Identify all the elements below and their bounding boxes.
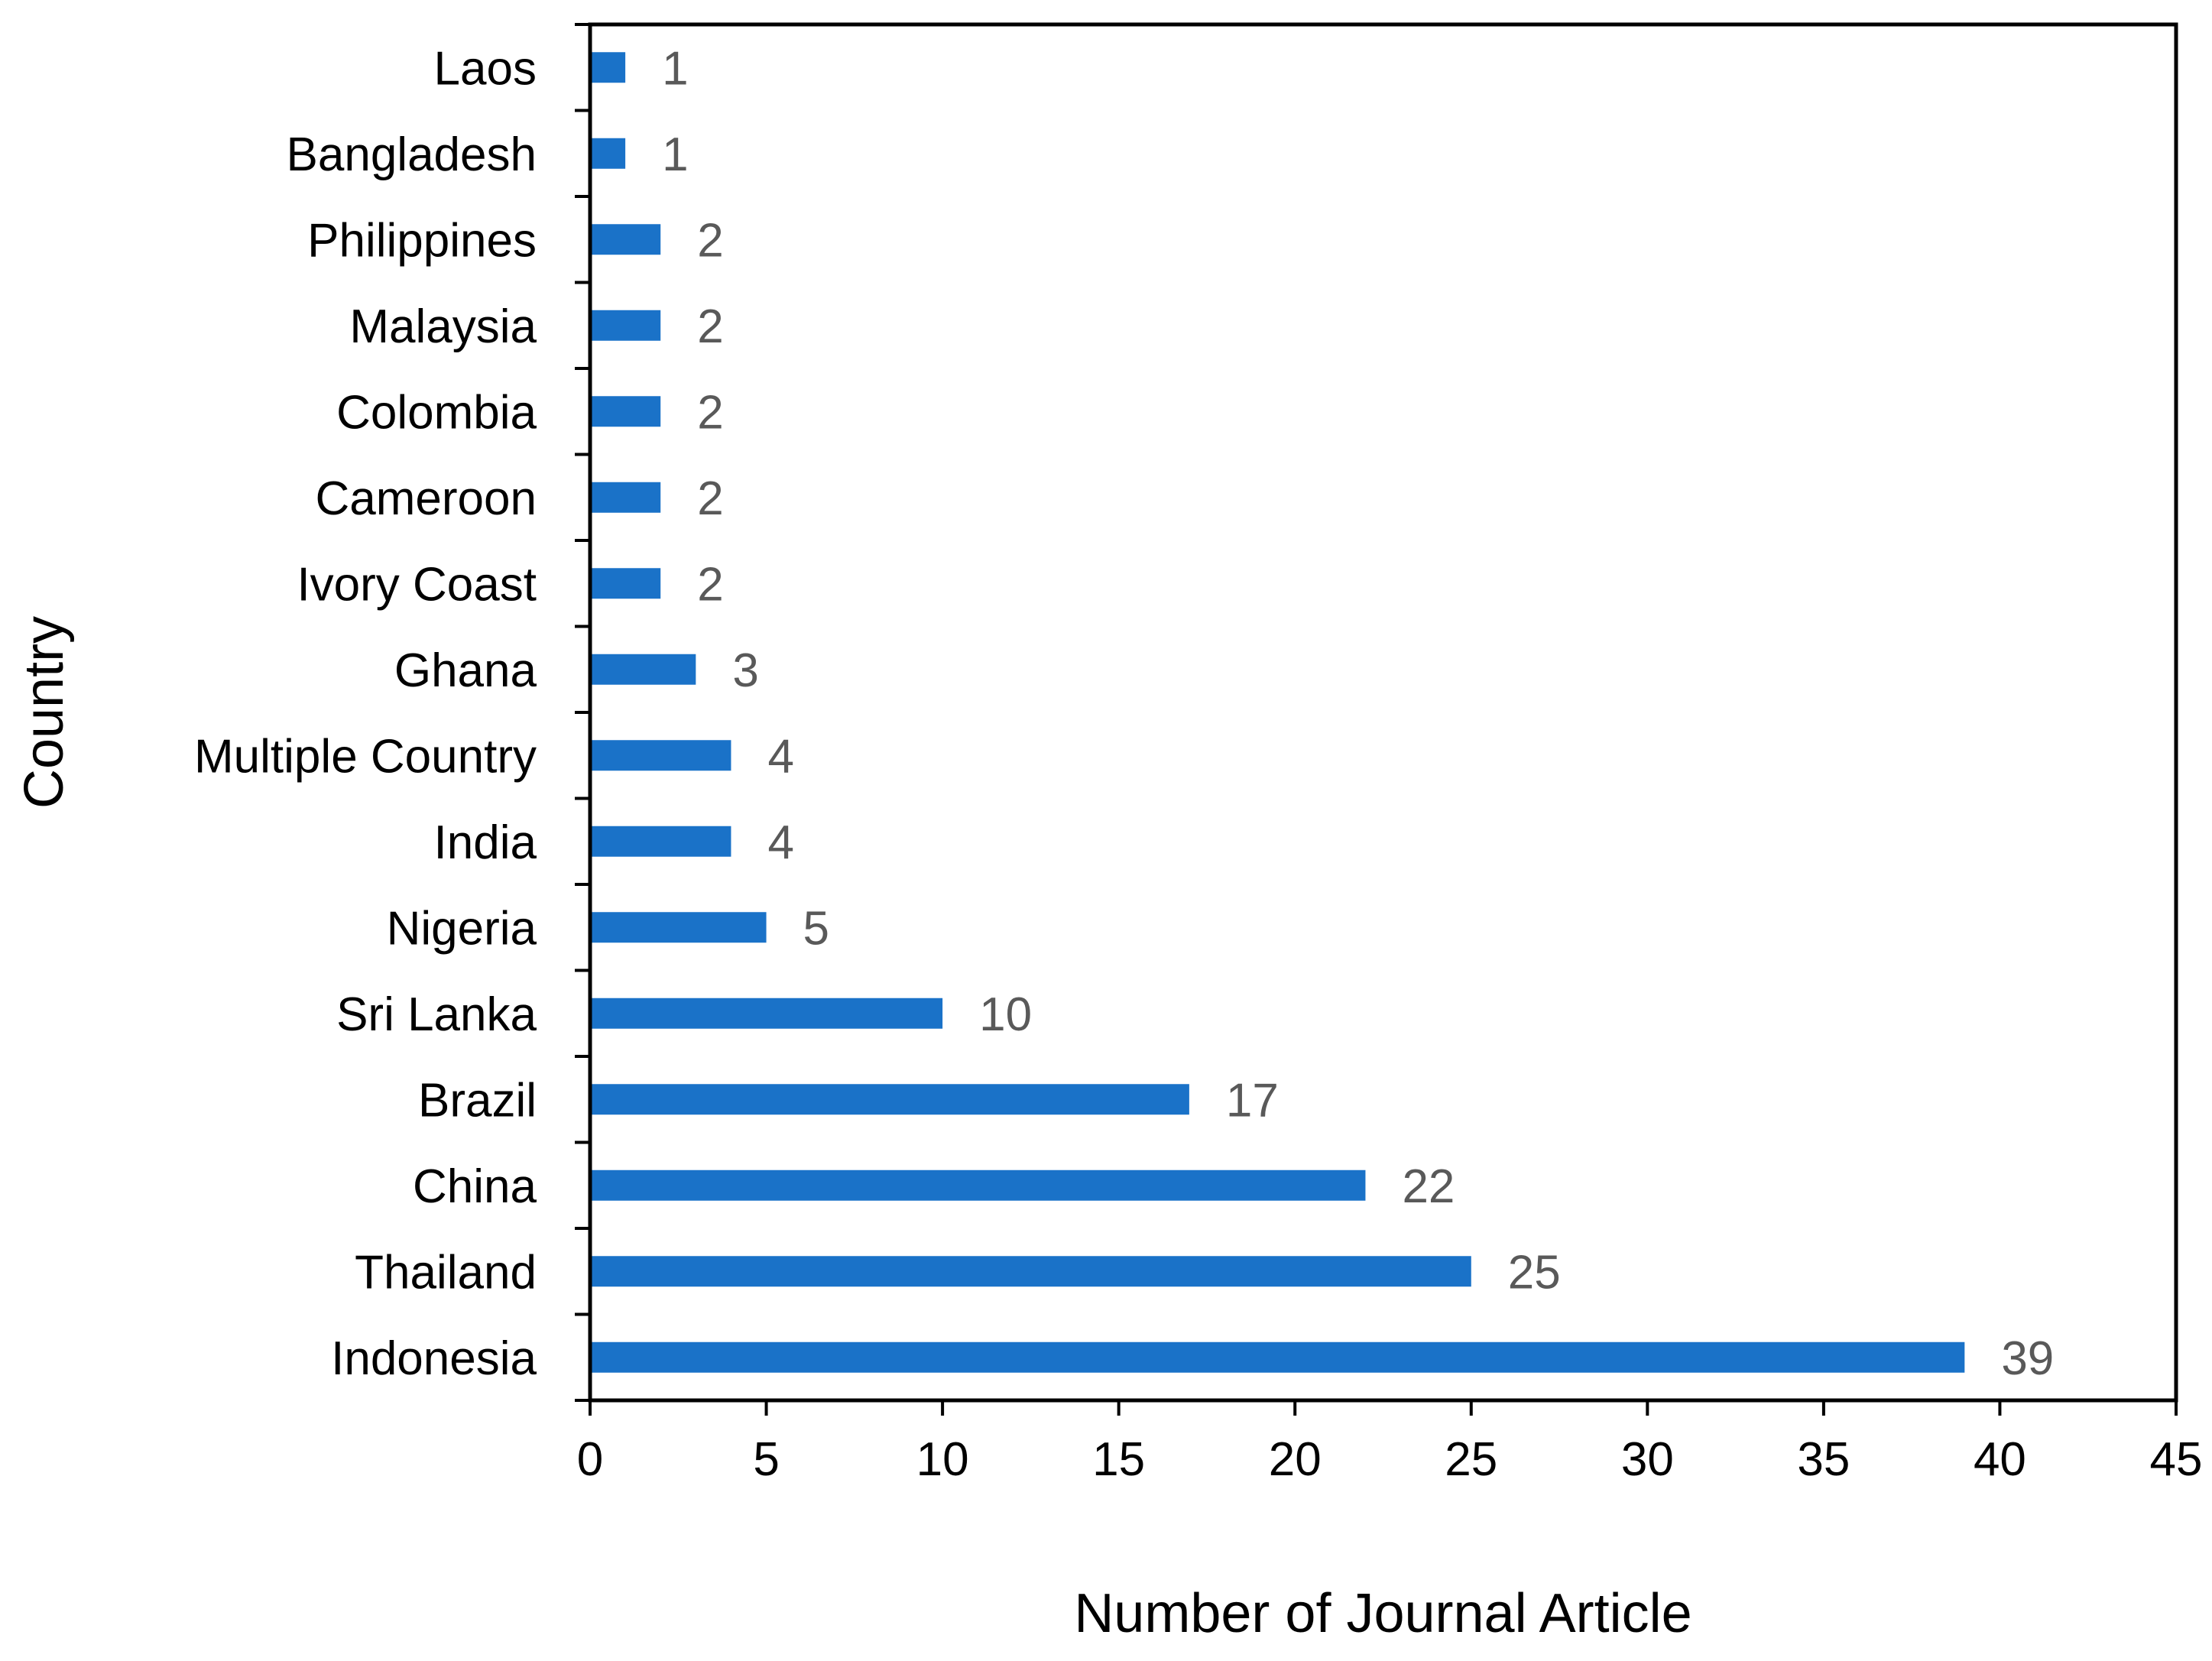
data-label: 5 xyxy=(803,902,829,955)
x-tick-label: 45 xyxy=(2150,1433,2203,1486)
category-label: China xyxy=(413,1160,537,1213)
category-label: Brazil xyxy=(418,1074,537,1127)
x-tick-label: 0 xyxy=(577,1433,603,1486)
bar xyxy=(590,482,661,513)
data-label: 39 xyxy=(2001,1332,2054,1385)
category-label: Laos xyxy=(434,42,537,95)
x-tick-label: 40 xyxy=(1974,1433,2026,1486)
category-label: Philippines xyxy=(307,214,537,267)
bar xyxy=(590,826,731,857)
x-tick-label: 35 xyxy=(1797,1433,1850,1486)
plot-area-frame xyxy=(588,22,2178,1403)
category-label: Malaysia xyxy=(349,300,537,353)
bar xyxy=(590,52,626,83)
x-tick-label: 5 xyxy=(753,1433,779,1486)
category-label: India xyxy=(434,816,537,869)
data-label: 22 xyxy=(1402,1160,1455,1213)
x-tick-label: 15 xyxy=(1092,1433,1145,1486)
data-label: 10 xyxy=(979,988,1032,1041)
data-label: 25 xyxy=(1508,1246,1561,1299)
category-label: Indonesia xyxy=(331,1332,537,1385)
bar xyxy=(590,1256,1471,1287)
bar xyxy=(590,224,661,255)
bar xyxy=(590,998,943,1029)
bars-group xyxy=(590,52,1965,1373)
data-label: 2 xyxy=(697,214,723,267)
bar xyxy=(590,654,696,685)
x-axis-ticks-group: 0 5 10 15 20 25 30 35 40 45 xyxy=(575,23,2203,1486)
bar xyxy=(590,912,767,943)
x-tick-label: 20 xyxy=(1269,1433,1322,1486)
bar xyxy=(590,740,731,771)
bar xyxy=(590,1170,1366,1201)
data-label: 1 xyxy=(662,128,688,181)
data-label: 4 xyxy=(767,730,793,783)
category-label: Ivory Coast xyxy=(297,558,537,611)
bar xyxy=(590,138,626,169)
category-label: Nigeria xyxy=(387,902,537,955)
category-label: Bangladesh xyxy=(287,128,537,181)
bar xyxy=(590,568,661,599)
category-label: Multiple Country xyxy=(194,730,537,783)
data-label: 4 xyxy=(767,816,793,869)
category-label: Sri Lanka xyxy=(336,988,537,1041)
data-label: 2 xyxy=(697,300,723,353)
data-label: 2 xyxy=(697,386,723,439)
x-tick-label: 25 xyxy=(1445,1433,1497,1486)
bar xyxy=(590,1341,1965,1373)
x-tick-label: 10 xyxy=(916,1433,969,1486)
data-label: 3 xyxy=(732,644,758,697)
category-label: Ghana xyxy=(394,644,537,697)
category-label: Cameroon xyxy=(316,472,537,525)
data-label: 2 xyxy=(697,472,723,525)
bar xyxy=(590,396,661,427)
data-label: 17 xyxy=(1226,1074,1279,1127)
x-tick-label: 30 xyxy=(1621,1433,1674,1486)
y-axis-title: Country xyxy=(14,616,75,809)
x-axis-title: Number of Journal Article xyxy=(1074,1583,1691,1644)
bar xyxy=(590,1084,1189,1115)
category-label: Colombia xyxy=(336,386,537,439)
category-labels-group: Laos Bangladesh Philippines Malaysia Colombi… xyxy=(194,42,537,1385)
category-label: Thailand xyxy=(355,1246,537,1299)
bar xyxy=(590,310,661,341)
data-label: 1 xyxy=(662,42,688,95)
data-label: 2 xyxy=(697,558,723,611)
